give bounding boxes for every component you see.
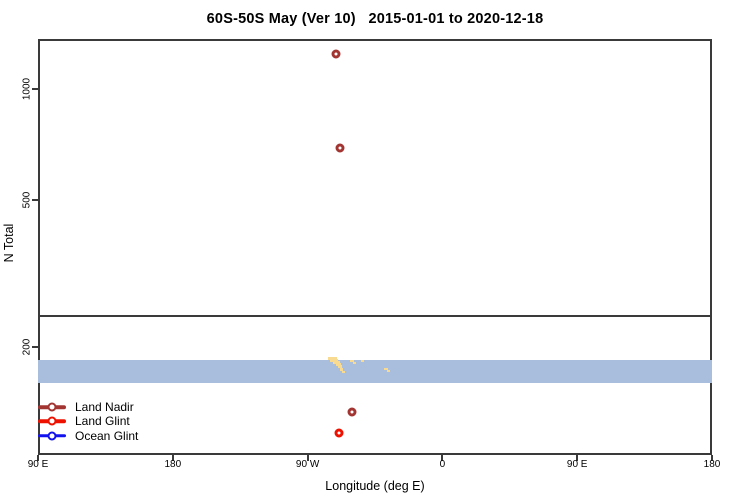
chart-title: 60S-50S May (Ver 10) 2015-01-01 to 2020-… — [206, 11, 544, 27]
map-band-land-patch — [342, 371, 345, 373]
threshold-line — [38, 315, 712, 318]
plot-area — [38, 39, 712, 455]
map-band-land-patch — [328, 357, 337, 360]
x-tick-label: 0 — [439, 459, 446, 470]
legend-item-label: Land Glint — [75, 414, 130, 429]
x-axis-tick — [37, 455, 39, 461]
map-band-land-patch — [330, 359, 338, 362]
y-axis-tick — [32, 346, 38, 349]
legend: Land Nadir Land Glint Ocean Glint — [38, 400, 208, 443]
legend-circle-swatch — [47, 431, 57, 441]
data-point-land-nadir — [347, 407, 357, 417]
x-tick-label: 180 — [703, 459, 721, 470]
y-tick-label: 1000 — [21, 77, 33, 100]
legend-item-label: Land Nadir — [75, 400, 134, 415]
map-band-land-patch — [336, 363, 341, 366]
x-axis-tick — [576, 455, 579, 461]
map-band-land-patch — [350, 360, 354, 362]
map-band-land-patch — [340, 368, 343, 371]
x-axis-tick — [441, 455, 444, 461]
y-tick-label: 200 — [21, 338, 33, 356]
map-band-ocean — [38, 359, 712, 384]
legend-circle-swatch — [47, 402, 57, 412]
y-tick-label: 500 — [21, 191, 33, 209]
x-axis-title: Longitude (deg E) — [325, 479, 425, 493]
legend-item-land-nadir: Land Nadir — [38, 400, 208, 414]
x-axis-tick — [306, 455, 309, 461]
legend-circle-swatch — [47, 416, 57, 426]
map-band-land-patch — [338, 365, 342, 368]
y-axis-tick — [32, 199, 38, 202]
y-axis-title: N Total — [2, 223, 16, 263]
legend-item-label: Ocean Glint — [75, 428, 139, 443]
x-tick-label: 180 — [164, 459, 182, 470]
x-axis-tick — [171, 455, 174, 461]
x-tick-label: 90 E — [27, 459, 49, 470]
legend-item-ocean-glint: Ocean Glint — [38, 429, 208, 443]
map-band-land-patch — [384, 368, 388, 370]
x-axis-tick — [711, 455, 713, 461]
legend-item-land-glint: Land Glint — [38, 414, 208, 428]
data-point-land-nadir — [335, 143, 345, 153]
map-band-land-patch — [361, 360, 364, 362]
data-point-land-glint — [334, 428, 344, 438]
y-axis-tick — [32, 87, 38, 90]
x-tick-label: 90 W — [295, 459, 320, 470]
x-tick-label: 90 E — [566, 459, 588, 470]
data-point-land-nadir — [331, 49, 341, 59]
map-band-land-patch — [353, 362, 356, 364]
map-band-land-patch — [333, 361, 340, 364]
map-band-land-patch — [387, 370, 390, 372]
